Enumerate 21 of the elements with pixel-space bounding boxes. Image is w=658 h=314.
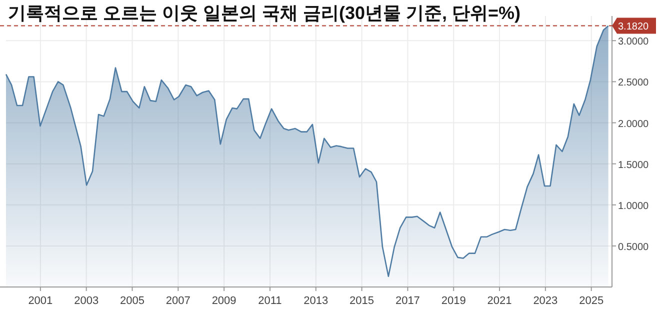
y-tick-label: 2.0000 [618,118,650,130]
y-tick-label: 1.0000 [618,200,650,212]
x-tick-label: 2003 [74,295,99,307]
x-tick-label: 2009 [212,295,236,307]
x-tick-label: 2015 [350,295,374,307]
x-tick-label: 2011 [258,295,282,307]
y-tick-label: 0.5000 [618,242,650,253]
y-tick-label: 1.5000 [618,160,650,171]
x-tick-label: 2001 [28,295,53,307]
x-tick-label: 2023 [533,295,558,307]
x-tick-label: 2021 [487,295,512,307]
x-tick-label: 2013 [304,295,328,307]
x-tick-label: 2005 [120,295,144,307]
x-tick-label: 2025 [579,295,604,307]
x-tick-label: 2007 [166,295,190,307]
y-tick-label: 3.0000 [618,36,650,48]
x-tick-label: 2017 [395,295,420,307]
chart-title: 기록적으로 오르는 이웃 일본의 국채 금리(30년물 기준, 단위=%) [8,3,521,23]
ref-line-label: 3.1820 [618,22,650,33]
x-tick-label: 2019 [441,295,466,307]
y-tick-label: 2.5000 [618,78,650,89]
